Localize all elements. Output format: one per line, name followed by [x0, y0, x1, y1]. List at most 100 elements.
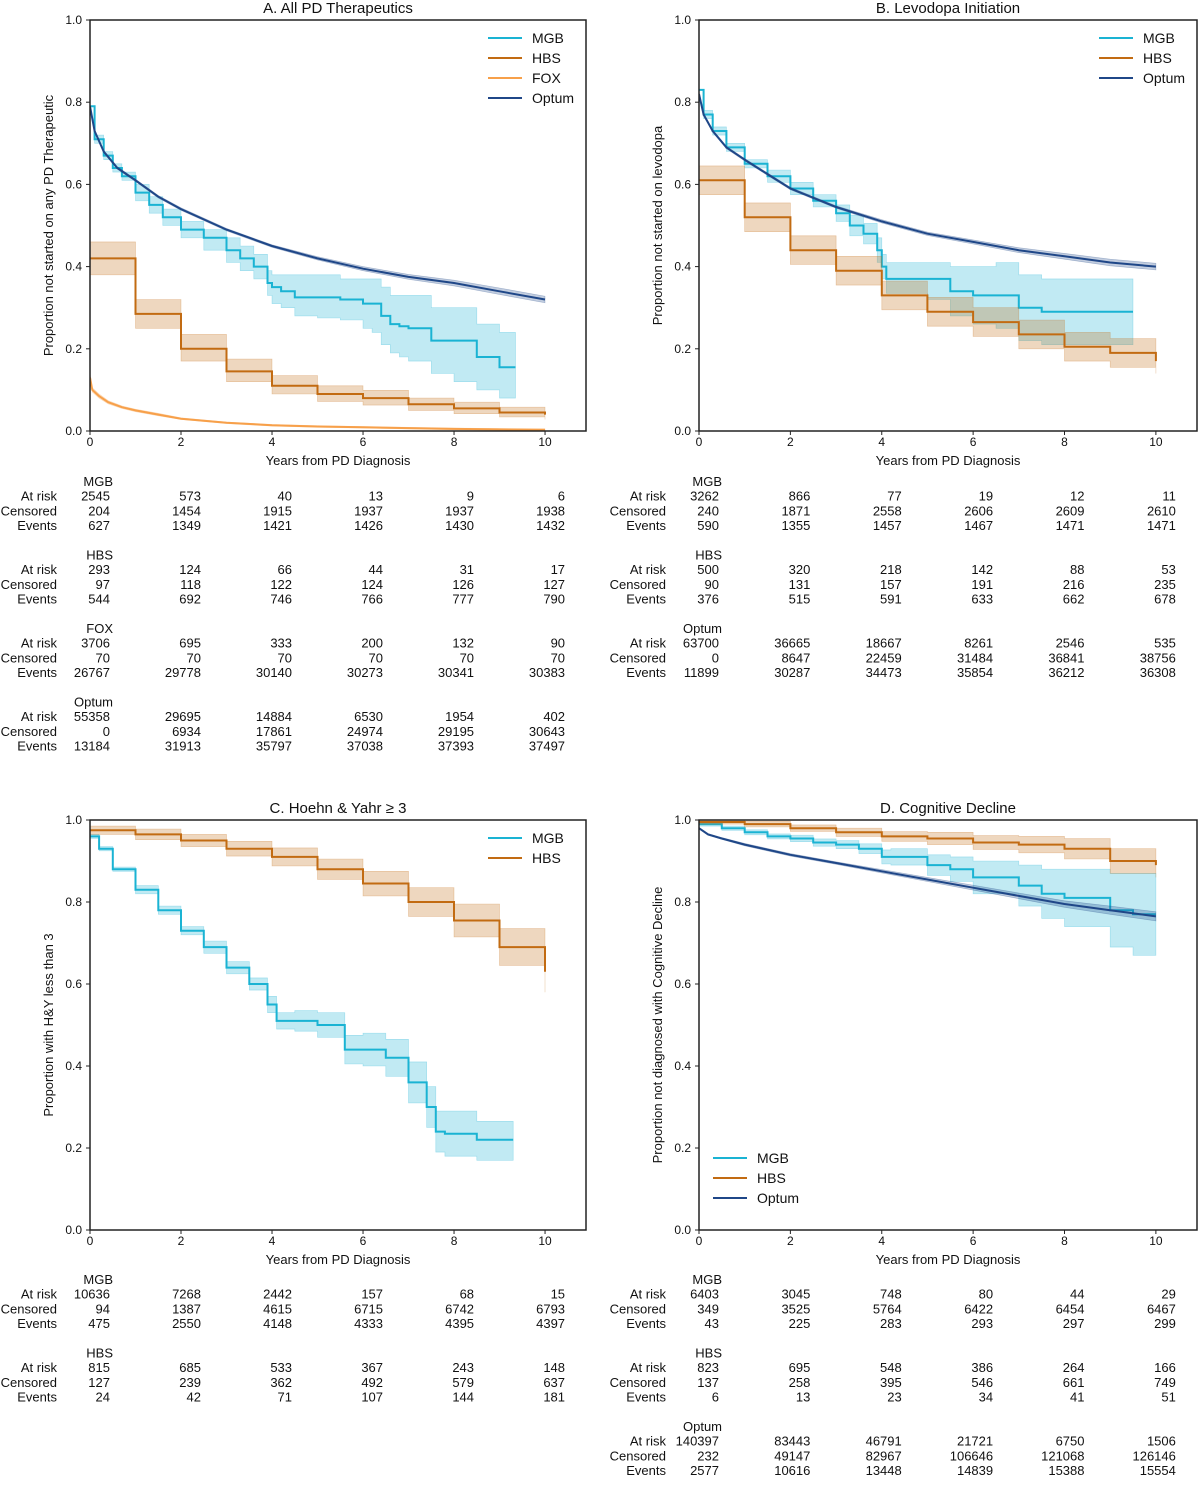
- series-line-optum: [699, 93, 1156, 268]
- at-risk-value: 14884: [256, 709, 292, 724]
- plot-frame: [89, 19, 587, 432]
- y-tick-label: 0.2: [65, 1141, 82, 1155]
- at-risk-value: 349: [697, 1301, 719, 1316]
- at-risk-row-label: At risk: [21, 489, 58, 504]
- at-risk-value: 2550: [172, 1316, 201, 1331]
- at-risk-value: 132: [452, 636, 474, 651]
- at-risk-row-label: At risk: [630, 562, 667, 577]
- at-risk-table: MGB At risk 2545 573 40 13 9 6 Censored 204 1454 19…: [1, 474, 565, 754]
- at-risk-value: 6: [558, 489, 565, 504]
- x-tick-label: 0: [87, 1234, 94, 1248]
- at-risk-value: 240: [697, 503, 719, 518]
- at-risk-value: 662: [1063, 592, 1085, 607]
- at-risk-value: 36308: [1140, 665, 1176, 680]
- legend: MGB HBS Optum: [713, 1150, 799, 1206]
- series-line-optum: [699, 827, 1157, 918]
- at-risk-value: 37038: [347, 739, 383, 754]
- at-risk-value: 30341: [438, 665, 474, 680]
- at-risk-row-label: Events: [626, 665, 666, 680]
- at-risk-value: 14839: [957, 1463, 993, 1478]
- at-risk-value: 2577: [690, 1463, 719, 1478]
- at-risk-value: 748: [880, 1287, 902, 1302]
- at-risk-row-label: At risk: [630, 1360, 667, 1375]
- at-risk-value: 42: [187, 1390, 201, 1405]
- at-risk-row-label: Events: [626, 518, 666, 533]
- plot-area: [90, 105, 546, 431]
- at-risk-block-hbs: HBS At risk 823 695 548 386 264 166 Censored 137 2…: [610, 1346, 1176, 1405]
- y-tick-label: 0.4: [674, 1059, 691, 1073]
- at-risk-row-label: Events: [626, 1463, 666, 1478]
- at-risk-row-label: At risk: [21, 562, 58, 577]
- x-tick-label: 6: [970, 1234, 977, 1248]
- chart-panel-4: D. Cognitive Decline 0 2 4 6 8 10 0.0 0.2 0.4 0.6 0…: [610, 800, 1198, 1478]
- y-tick-label: 0.8: [65, 95, 82, 109]
- at-risk-row-label: At risk: [630, 636, 667, 651]
- at-risk-value: 11: [1162, 489, 1176, 504]
- chart-panel-2: B. Levodopa Initiation 0 2 4 6 8 10 0.0 0.2 0.4 0.…: [610, 0, 1198, 680]
- y-tick-label: 0.2: [674, 342, 691, 356]
- at-risk-row-label: Censored: [610, 1448, 666, 1463]
- chart-title: A. All PD Therapeutics: [263, 0, 413, 17]
- at-risk-value: 1471: [1056, 518, 1085, 533]
- chart-panel-3: C. Hoehn & Yahr ≥ 30 2 4 6 8 100.00.20.40.60.…: [1, 800, 587, 1405]
- plot-frame: [698, 19, 1198, 432]
- at-risk-value: 126: [452, 577, 474, 592]
- at-risk-group-name: MGB: [83, 1272, 113, 1287]
- at-risk-row-label: Events: [626, 1390, 666, 1405]
- y-tick-label: 0.0: [65, 1223, 82, 1237]
- plot-frame: [89, 819, 587, 1231]
- chart-title: D. Cognitive Decline: [880, 800, 1016, 817]
- at-risk-value: 71: [278, 1390, 292, 1405]
- legend-label-fox: FOX: [532, 70, 561, 86]
- at-risk-row-label: At risk: [21, 1287, 58, 1302]
- at-risk-row-label: Events: [17, 1316, 57, 1331]
- at-risk-value: 777: [452, 592, 474, 607]
- at-risk-row-label: Censored: [610, 1375, 666, 1390]
- at-risk-value: 70: [187, 650, 201, 665]
- at-risk-row-label: Censored: [1, 503, 57, 518]
- at-risk-group-name: HBS: [86, 1346, 113, 1361]
- series-line-hbs: [90, 257, 546, 415]
- at-risk-value: 293: [971, 1316, 993, 1331]
- at-risk-block-mgb: MGB At risk 6403 3045 748 80 44 29 Censored 349 35…: [610, 1272, 1176, 1331]
- at-risk-value: 70: [551, 650, 565, 665]
- at-risk-value: 367: [361, 1360, 383, 1375]
- at-risk-value: 34473: [866, 665, 902, 680]
- series-line-mgb: [90, 105, 516, 369]
- at-risk-value: 579: [452, 1375, 474, 1390]
- y-tick-label: 0.2: [674, 1141, 691, 1155]
- at-risk-value: 126146: [1132, 1448, 1175, 1463]
- at-risk-value: 77: [887, 489, 901, 504]
- at-risk-value: 140397: [676, 1434, 719, 1449]
- at-risk-value: 90: [551, 636, 565, 651]
- at-risk-value: 44: [369, 562, 383, 577]
- at-risk-block-mgb: MGB At risk 2545 573 40 13 9 6 Censored 204 1454 19…: [1, 474, 565, 533]
- at-risk-value: 258: [789, 1375, 811, 1390]
- chart-title: C. Hoehn & Yahr ≥ 3: [270, 800, 407, 817]
- legend-label-optum: Optum: [1143, 70, 1185, 86]
- at-risk-value: 2442: [263, 1287, 292, 1302]
- at-risk-value: 31: [460, 562, 474, 577]
- at-risk-value: 13: [796, 1390, 810, 1405]
- at-risk-row-label: At risk: [630, 1287, 667, 1302]
- legend: MGB HBS Optum: [1099, 30, 1185, 86]
- at-risk-value: 685: [179, 1360, 201, 1375]
- y-tick-label: 0.6: [674, 977, 691, 991]
- at-risk-value: 83443: [774, 1434, 810, 1449]
- at-risk-row-label: Events: [17, 518, 57, 533]
- at-risk-value: 131: [789, 577, 811, 592]
- y-tick-label: 0.0: [65, 424, 82, 438]
- at-risk-value: 1457: [873, 518, 902, 533]
- at-risk-value: 395: [880, 1375, 902, 1390]
- at-risk-value: 36212: [1048, 665, 1084, 680]
- at-risk-value: 6454: [1056, 1301, 1085, 1316]
- legend-label-hbs: HBS: [532, 50, 561, 66]
- y-tick-label: 1.0: [674, 13, 691, 27]
- at-risk-value: 2546: [1056, 636, 1085, 651]
- at-risk-value: 80: [979, 1287, 993, 1302]
- at-risk-row-label: At risk: [630, 1434, 667, 1449]
- at-risk-value: 10636: [74, 1287, 110, 1302]
- at-risk-value: 3045: [781, 1287, 810, 1302]
